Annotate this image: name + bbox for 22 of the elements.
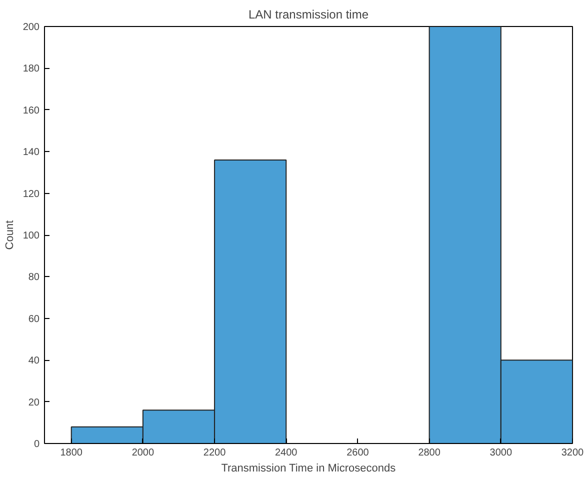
x-tick-label: 2200: [203, 448, 226, 458]
x-tick-label: 3000: [490, 448, 512, 458]
y-tick-label: 20: [28, 397, 40, 408]
x-tick-label: 2000: [132, 448, 154, 458]
x-tick-label: 2400: [275, 448, 298, 458]
x-tick-label: 2600: [346, 448, 370, 458]
y-tick-label: 0: [34, 439, 40, 450]
x-axis-title: Transmission Time in Microseconds: [221, 462, 396, 474]
y-tick-label: 160: [22, 105, 40, 116]
y-tick-label: 100: [22, 230, 40, 242]
y-tick-label: 60: [28, 314, 40, 325]
y-axis-title: Count: [4, 220, 16, 250]
y-tick-label: 40: [28, 356, 40, 367]
y-tick-label: 140: [22, 147, 40, 158]
y-tick-label: 200: [22, 22, 40, 33]
x-tick-label: 2800: [418, 448, 441, 458]
y-tick-label: 80: [28, 272, 40, 284]
chart-title: LAN transmission time: [248, 8, 369, 22]
x-tick-label: 1800: [60, 448, 83, 458]
y-tick-label: 180: [22, 64, 40, 75]
x-tick-label: 3200: [561, 448, 584, 458]
y-tick-label: 120: [22, 188, 40, 200]
